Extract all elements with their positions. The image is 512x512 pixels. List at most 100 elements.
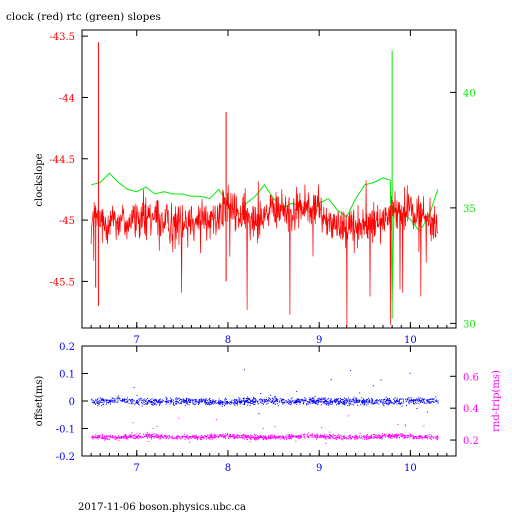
roundtrip-points-point bbox=[236, 436, 238, 438]
offset-points-point bbox=[396, 400, 397, 402]
offset-points-point bbox=[311, 400, 313, 402]
offset-points-point bbox=[161, 401, 163, 403]
roundtrip-points-point bbox=[240, 437, 242, 439]
offset-points-point bbox=[193, 402, 195, 404]
roundtrip-points-point bbox=[246, 435, 248, 437]
roundtrip-points-point bbox=[98, 436, 100, 438]
roundtrip-points-point bbox=[92, 435, 94, 437]
offset-points-point bbox=[244, 401, 246, 402]
offset-points-point bbox=[385, 400, 387, 402]
roundtrip-points-point bbox=[403, 437, 405, 439]
offset-points-point bbox=[433, 401, 434, 403]
roundtrip-points-point bbox=[204, 436, 206, 437]
roundtrip-points-point bbox=[322, 435, 324, 436]
offset-points-point bbox=[205, 403, 207, 405]
roundtrip-points-point bbox=[432, 436, 433, 438]
offset-points-point bbox=[224, 405, 225, 407]
offset-points-point bbox=[242, 403, 244, 405]
offset-points-point bbox=[185, 400, 187, 402]
roundtrip-points-point bbox=[318, 436, 320, 438]
offset-points-point bbox=[376, 400, 378, 402]
offset-points-point bbox=[296, 400, 298, 402]
offset-points-point bbox=[412, 398, 414, 400]
offset-points-point bbox=[352, 398, 354, 400]
roundtrip-points-point bbox=[256, 438, 258, 440]
offset-points-point bbox=[140, 398, 141, 400]
roundtrip-points-point bbox=[136, 436, 138, 438]
offset-points-point bbox=[148, 400, 150, 402]
roundtrip-points-point bbox=[429, 436, 431, 438]
roundtrip-points-point bbox=[247, 436, 249, 438]
roundtrip-points-point bbox=[381, 438, 383, 440]
offset-points-point bbox=[202, 400, 204, 402]
offset-points-point bbox=[358, 401, 360, 403]
roundtrip-points-point bbox=[418, 436, 420, 438]
offset-points-point bbox=[261, 400, 263, 402]
offset-points-point bbox=[145, 403, 147, 405]
offset-points-point bbox=[192, 399, 193, 401]
offset-points-point bbox=[369, 400, 371, 402]
roundtrip-points-point bbox=[266, 438, 267, 440]
offset-points-point bbox=[115, 398, 117, 400]
offset-points-point bbox=[199, 401, 201, 403]
offset-points-point bbox=[176, 401, 178, 403]
offset-points-point bbox=[167, 402, 169, 404]
roundtrip-points-point bbox=[138, 434, 140, 436]
roundtrip-points-point bbox=[254, 434, 256, 436]
offset-points-point bbox=[164, 400, 166, 402]
roundtrip-points-point bbox=[361, 435, 363, 437]
offset-points-point bbox=[398, 402, 400, 404]
roundtrip-points-point bbox=[299, 437, 301, 439]
offset-points-point bbox=[111, 400, 113, 402]
roundtrip-points-point bbox=[245, 437, 247, 439]
roundtrip-points-point bbox=[290, 438, 292, 440]
roundtrip-points-point bbox=[314, 434, 316, 436]
offset-points-point bbox=[92, 402, 94, 403]
roundtrip-points-point bbox=[120, 437, 122, 439]
roundtrip-points-point bbox=[127, 438, 129, 440]
offset-points-point bbox=[301, 400, 303, 402]
roundtrip-points-point bbox=[142, 437, 144, 439]
roundtrip-points-point bbox=[126, 436, 128, 438]
offset-points-point bbox=[95, 400, 97, 402]
offset-points-point bbox=[431, 400, 433, 402]
roundtrip-points-point bbox=[241, 435, 243, 437]
offset-points-point bbox=[328, 401, 330, 403]
roundtrip-points-point bbox=[322, 437, 324, 439]
offset-points-point bbox=[117, 400, 119, 402]
offset-points-point bbox=[382, 399, 384, 401]
offset-points-point bbox=[344, 399, 346, 401]
offset-points-point bbox=[100, 399, 102, 401]
offset-points-point bbox=[388, 398, 390, 399]
roundtrip-points-point bbox=[151, 435, 153, 437]
offset-points-point bbox=[344, 400, 346, 402]
offset-points-point bbox=[436, 401, 438, 403]
roundtrip-points-point bbox=[115, 439, 117, 441]
roundtrip-points-point bbox=[108, 435, 110, 437]
offset-points-point bbox=[184, 402, 186, 403]
offset-points-point bbox=[416, 408, 418, 409]
offset-points-point bbox=[379, 401, 381, 403]
roundtrip-points-point bbox=[412, 435, 414, 437]
offset-points-point bbox=[320, 398, 322, 400]
offset-points-point bbox=[410, 400, 412, 402]
roundtrip-points-point bbox=[157, 435, 159, 437]
offset-points-point bbox=[159, 403, 161, 405]
roundtrip-points-point bbox=[236, 435, 238, 437]
offset-points-point bbox=[371, 402, 373, 404]
roundtrip-points-point bbox=[342, 436, 344, 437]
roundtrip-points-point bbox=[168, 438, 170, 440]
offset-points-point bbox=[349, 400, 350, 402]
offset-points-point bbox=[345, 399, 347, 401]
roundtrip-points-point bbox=[233, 434, 235, 436]
offset-points-point bbox=[260, 398, 262, 400]
offset-points-point bbox=[351, 403, 353, 405]
roundtrip-points-point bbox=[437, 435, 438, 437]
roundtrip-points-point bbox=[186, 436, 188, 438]
roundtrip-points-point bbox=[372, 434, 374, 436]
roundtrip-points-point bbox=[182, 435, 184, 437]
roundtrip-points-point bbox=[264, 435, 266, 437]
offset-points-point bbox=[299, 401, 301, 403]
roundtrip-points-point bbox=[395, 434, 396, 436]
roundtrip-points-point bbox=[250, 437, 251, 439]
